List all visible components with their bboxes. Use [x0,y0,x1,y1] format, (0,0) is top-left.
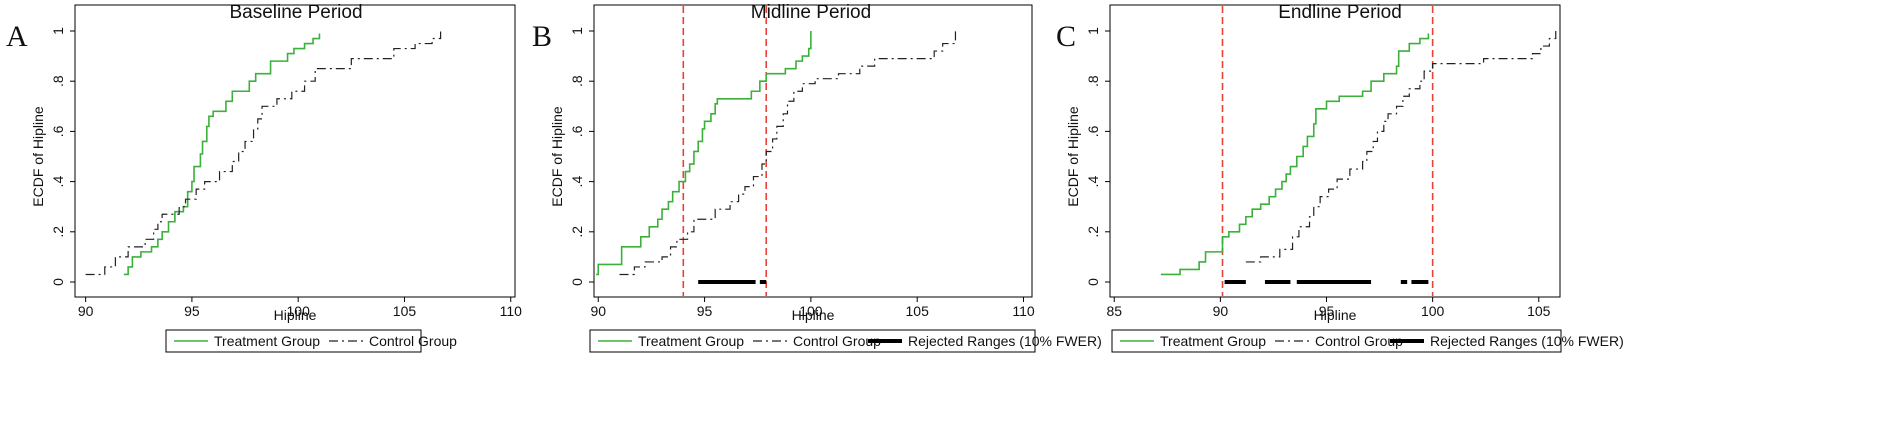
x-tick-label: 100 [799,303,823,319]
control-series-line [1245,31,1557,263]
y-tick-label: 0 [50,278,66,286]
y-tick-label: .6 [50,125,66,137]
control-series-line [85,31,442,276]
plot-frame [1109,4,1561,298]
legend-label: Treatment Group [638,333,744,349]
control-series-line [619,31,957,276]
legend-box [589,329,1036,353]
x-tick-label: 95 [1319,303,1335,319]
panel-a: A Baseline Period 0 .2 .4 .6 .8 1 90 95 100 105 110 H… [6,2,523,353]
x-tick-label: 110 [500,303,523,319]
legend-label: Treatment Group [214,333,320,349]
x-axis-title: Hipline [792,307,835,323]
y-tick-label: .2 [1085,226,1101,238]
y-tick-label: .8 [50,75,66,87]
x-tick-label: 90 [78,303,94,319]
legend-label: Control Group [1315,333,1403,349]
panel-b: B Midline Period 0 .2 .4 .6 .8 1 90 95 100 105 110 Hi… [532,2,1102,353]
legend-label: Treatment Group [1160,333,1266,349]
x-tick-label: 95 [697,303,713,319]
x-tick-label: 100 [1421,303,1445,319]
y-tick-label: .4 [1085,176,1101,188]
legend-label: Rejected Ranges (10% FWER) [1430,333,1624,349]
chart-title: Endline Period [1278,2,1402,23]
legend-label: Rejected Ranges (10% FWER) [908,333,1102,349]
panel-c: C Endline Period 0 .2 .4 .6 .8 1 85 90 95 100 105 Hip… [1056,2,1624,353]
legend-label: Control Group [369,333,457,349]
x-tick-label: 105 [393,303,417,319]
y-tick-label: 0 [1085,278,1101,286]
legend: Treatment Group Control Group Rejected Ran… [1111,329,1624,353]
y-tick-label: .2 [50,226,66,238]
x-tick-label: 105 [906,303,930,319]
y-axis-title: ECDF of Hipline [30,106,46,207]
x-axis-title: Hipline [274,307,317,323]
y-axis-title: ECDF of Hipline [1065,106,1081,207]
legend: Treatment Group Control Group Rejected Ran… [589,329,1102,353]
x-tick-label: 90 [1213,303,1229,319]
x-tick-label: 95 [184,303,200,319]
y-tick-label: .2 [569,226,585,238]
y-axis-title: ECDF of Hipline [549,106,565,207]
legend-box [165,329,422,353]
y-tick-label: .6 [1085,125,1101,137]
y-tick-label: 1 [50,27,66,35]
treatment-series-line [1160,33,1430,276]
y-tick-label: 1 [1085,27,1101,35]
y-tick-label: .8 [569,75,585,87]
panel-letter: B [532,20,552,53]
y-tick-label: 1 [569,27,585,35]
panel-letter: C [1056,20,1076,53]
chart-title: Baseline Period [229,2,362,23]
legend: Treatment Group Control Group [165,329,457,353]
x-tick-label: 105 [1527,303,1551,319]
x-axis-title: Hipline [1314,307,1357,323]
y-tick-label: .4 [50,176,66,188]
plot-frame [593,4,1033,298]
treatment-series-line [596,31,812,276]
chart-title: Midline Period [751,2,871,23]
legend-box [1111,329,1562,353]
y-tick-label: .8 [1085,75,1101,87]
x-tick-label: 90 [590,303,606,319]
legend-label: Control Group [793,333,881,349]
x-tick-label: 85 [1106,303,1122,319]
y-tick-label: .6 [569,125,585,137]
plot-frame [74,4,516,298]
x-tick-label: 110 [1012,303,1035,319]
panel-letter: A [6,20,28,53]
treatment-series-line [123,33,321,276]
y-tick-label: 0 [569,278,585,286]
x-tick-label: 100 [287,303,311,319]
y-tick-label: .4 [569,176,585,188]
